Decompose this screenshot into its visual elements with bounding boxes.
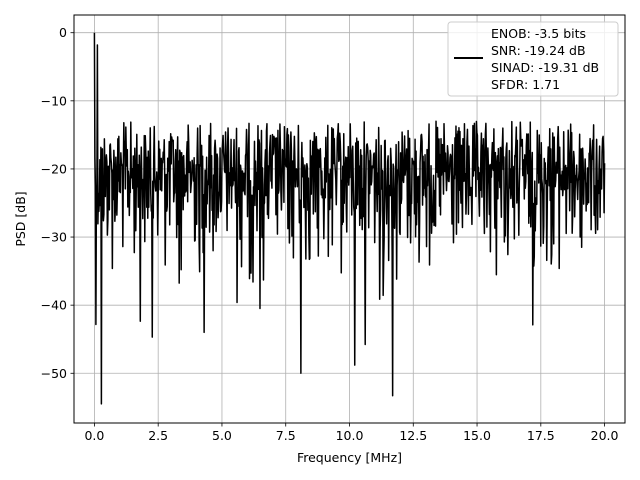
- x-tick-label: 12.5: [399, 428, 427, 443]
- y-tick-label: −40: [41, 298, 67, 313]
- x-axis-label: Frequency [MHz]: [297, 450, 402, 465]
- x-tick-label: 7.5: [276, 428, 296, 443]
- x-tick-label: 17.5: [527, 428, 555, 443]
- y-tick-label: −20: [41, 161, 67, 176]
- x-tick-label: 20.0: [591, 428, 619, 443]
- legend-line-enob: ENOB: -3.5 bits: [491, 26, 586, 41]
- legend-line-sinad: SINAD: -19.31 dB: [491, 60, 599, 75]
- x-axis-ticks: 0.0 2.5 5.0 7.5 10.0 12.5 15.0 17.5 20.0: [84, 423, 619, 443]
- x-tick-label: 15.0: [463, 428, 491, 443]
- psd-trace: [93, 32, 606, 405]
- y-tick-label: −50: [41, 366, 67, 381]
- y-axis-ticks: 0 −10 −20 −30 −40 −50: [41, 25, 74, 381]
- y-axis-label: PSD [dB]: [13, 191, 28, 246]
- legend-box: [447, 21, 619, 97]
- legend-line-sfdr: SFDR: 1.71: [491, 77, 560, 92]
- y-tick-label: −10: [41, 93, 67, 108]
- legend: ENOB: -3.5 bits SNR: -19.24 dB SINAD: -1…: [447, 21, 619, 97]
- psd-series-line: [93, 32, 606, 405]
- y-tick-label: −30: [41, 230, 67, 245]
- x-tick-label: 5.0: [212, 428, 232, 443]
- x-tick-label: 2.5: [148, 428, 168, 443]
- y-tick-label: 0: [59, 25, 67, 40]
- x-tick-label: 10.0: [336, 428, 364, 443]
- x-tick-label: 0.0: [84, 428, 104, 443]
- legend-line-snr: SNR: -19.24 dB: [491, 43, 586, 58]
